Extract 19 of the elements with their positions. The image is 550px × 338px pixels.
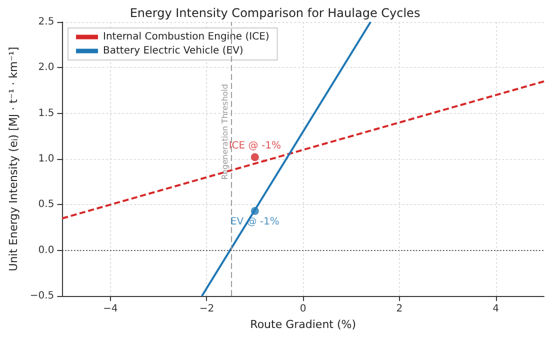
y-axis-title: Unit Energy Intensity (ei) [MJ · t⁻¹ · km⁻¹] <box>7 46 20 272</box>
chart-title: Energy Intensity Comparison for Haulage Cycles <box>130 6 420 20</box>
y-tick-label: 0.5 <box>38 199 54 210</box>
annotation: ICE @ -1% <box>228 140 281 152</box>
y-tick-label: −0.5 <box>30 290 54 302</box>
x-tick-label: −2 <box>199 304 214 314</box>
ref-line-label: Regeneration Threshold <box>220 84 230 180</box>
x-tick-label: −4 <box>102 304 118 314</box>
y-tick-label: 1.0 <box>38 154 54 164</box>
x-tick-label: 4 <box>492 304 500 314</box>
x-axis-title: Route Gradient (%) <box>250 318 356 331</box>
y-tick-label: 0.0 <box>38 244 54 256</box>
legend-label: Battery Electric Vehicle (EV) <box>103 46 244 56</box>
legend-label: Internal Combustion Engine (ICE) <box>103 32 270 42</box>
y-tick-label: 1.5 <box>38 108 54 119</box>
x-tick-label: 0 <box>300 304 306 314</box>
y-tick-label: 2.5 <box>38 16 54 28</box>
x-tick-label: 2 <box>396 304 403 314</box>
y-tick-label: 2.0 <box>38 62 54 74</box>
